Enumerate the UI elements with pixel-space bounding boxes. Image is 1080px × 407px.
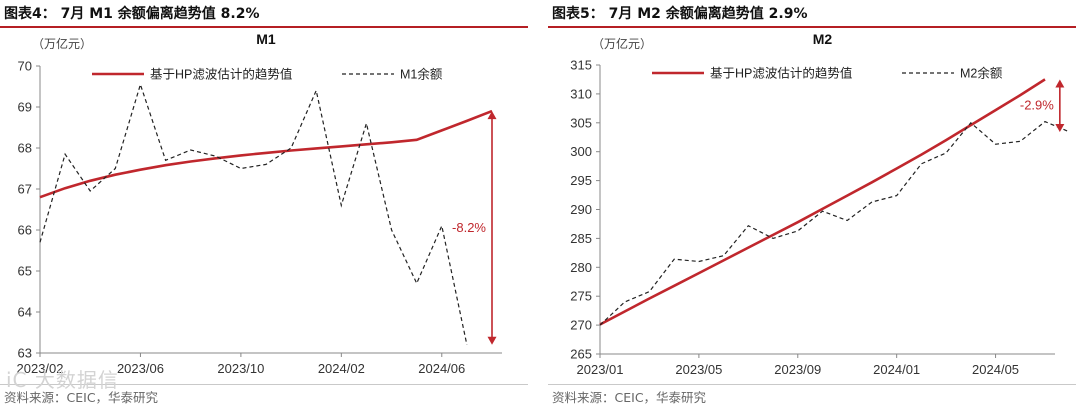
title-rule (0, 26, 528, 28)
y-tick-label: 285 (570, 231, 592, 246)
x-tick-label: 2023/06 (117, 361, 164, 376)
y-tick-label: 305 (570, 115, 592, 130)
title-rule (548, 26, 1076, 28)
annotation-label: -2.9% (1020, 98, 1054, 113)
m1-line-chart: M1 （万亿元） 63 64 65 66 67 68 69 70 2023/02 2023/06 202… (17, 31, 502, 376)
trend-series-line (39, 109, 493, 199)
figure-title: 图表5： 7月 M2 余额偏离趋势值 2.9% (552, 6, 808, 22)
y-tick-label: 64 (18, 305, 32, 320)
y-tick-label: 310 (570, 86, 592, 101)
actual-series-line (599, 120, 1070, 326)
m2-line-chart: M2 （万亿元） 265 270 275 280 285 290 295 300 305 310 315… (570, 31, 1070, 377)
x-tick-label: 2023/01 (577, 362, 624, 377)
trend-series-line (599, 78, 1046, 326)
y-tick-label: 68 (18, 141, 32, 156)
x-tick-label: 2024/05 (972, 362, 1019, 377)
annotation-arrowhead-bottom (1055, 124, 1065, 133)
x-tick-label: 2023/02 (17, 361, 64, 376)
y-tick-label: 280 (570, 260, 592, 275)
y-tick-label: 65 (18, 264, 32, 279)
x-tick-label: 2023/05 (675, 362, 722, 377)
m2-figure-panel: 图表5： 7月 M2 余额偏离趋势值 2.9% M2 （万亿元） 265 270 275… (548, 0, 1078, 407)
annotation-label: -8.2% (452, 220, 486, 235)
annotation-arrowhead-top (1055, 79, 1065, 88)
y-tick-label: 295 (570, 173, 592, 188)
annotation-arrowhead-bottom (487, 336, 497, 345)
y-tick-label: 275 (570, 289, 592, 304)
unit-label: （万亿元） (32, 36, 92, 51)
y-tick-label: 69 (18, 100, 32, 115)
x-tick-label: 2024/06 (418, 361, 465, 376)
legend-label-actual: M2余额 (960, 66, 1003, 81)
chart-title: M1 (256, 31, 276, 47)
x-tick-label: 2024/02 (318, 361, 365, 376)
x-tick-label: 2023/09 (774, 362, 821, 377)
y-tick-label: 265 (570, 347, 592, 362)
y-tick-label: 67 (18, 182, 32, 197)
source-note: 资料来源：CEIC，华泰研究 (552, 390, 707, 405)
y-tick-label: 290 (570, 202, 592, 217)
y-tick-label: 70 (18, 59, 32, 74)
y-tick-label: 315 (570, 58, 592, 73)
legend-label-trend: 基于HP滤波估计的趋势值 (150, 67, 292, 82)
x-tick-label: 2024/01 (873, 362, 920, 377)
legend-label-actual: M1余额 (400, 67, 443, 82)
source-note: 资料来源：CEIC，华泰研究 (4, 390, 159, 405)
annotation-arrowhead-top (487, 111, 497, 120)
y-tick-label: 66 (18, 223, 32, 238)
y-tick-label: 63 (18, 346, 32, 361)
y-tick-label: 270 (570, 318, 592, 333)
watermark-text: iC 大数据信 (6, 368, 119, 392)
actual-series-line (39, 82, 468, 345)
figure-title: 图表4： 7月 M1 余额偏离趋势值 8.2% (4, 6, 260, 22)
chart-title: M2 (813, 31, 833, 47)
m1-figure-panel: 图表4： 7月 M1 余额偏离趋势值 8.2% M1 （万亿元） 63 64 65 66 6… (0, 0, 530, 407)
bottom-rule (548, 384, 1076, 385)
x-tick-label: 2023/10 (217, 361, 264, 376)
y-tick-label: 300 (570, 144, 592, 159)
bottom-rule (0, 384, 528, 385)
legend-label-trend: 基于HP滤波估计的趋势值 (710, 66, 852, 81)
unit-label: （万亿元） (592, 36, 652, 51)
